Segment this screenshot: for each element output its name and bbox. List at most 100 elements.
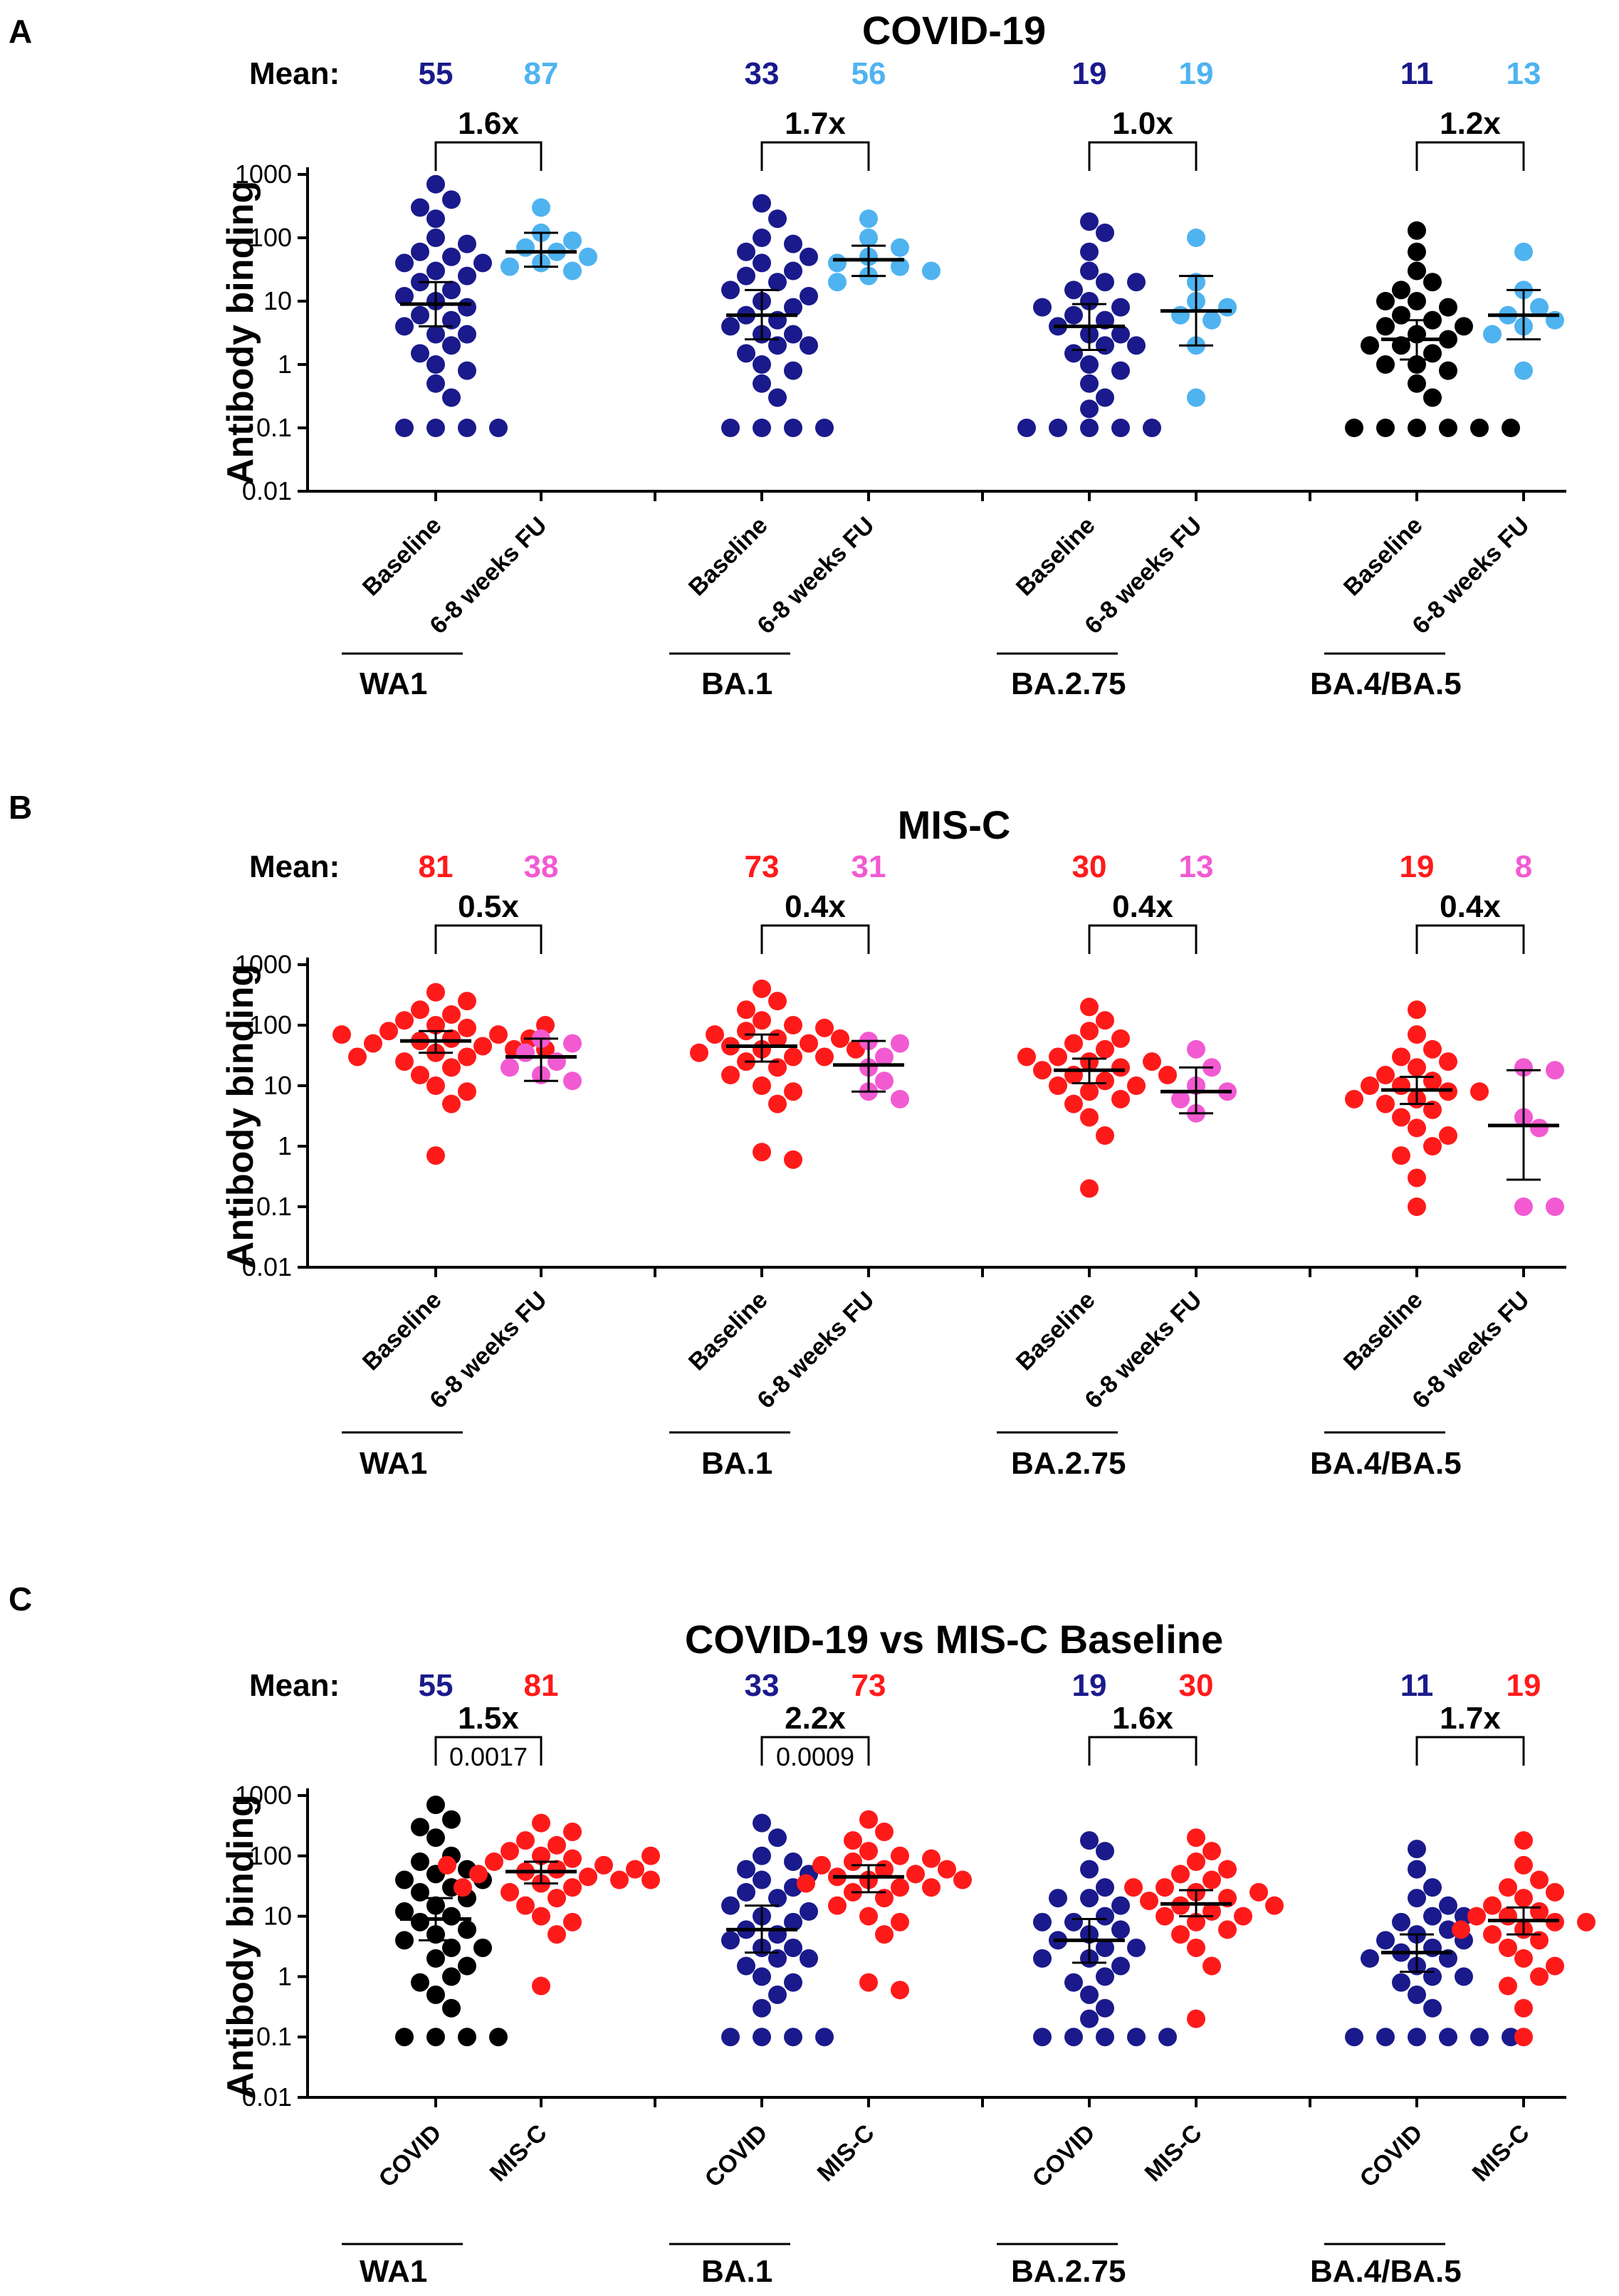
panel-b-data-point [1392,1047,1410,1066]
panel-c-data-point [1502,2028,1520,2047]
panel-a-data-point [1218,298,1237,317]
panel-b-data-point [1408,1000,1426,1019]
panel-b-data-point [815,1018,834,1037]
panel-b-data-point [1392,1146,1410,1165]
panel-c-data-point [547,1889,566,1908]
panel-a-data-point [859,229,878,247]
panel-a-data-point [1514,361,1533,380]
panel-b-data-point [891,1034,909,1053]
panel-a-data-point [1483,325,1502,344]
panel-a-data-point [563,231,582,251]
panel-c-data-point [1033,1949,1052,1968]
panel-a-data-point [753,194,771,213]
panel-b-data-point [706,1025,724,1044]
panel-a-data-point [411,305,429,325]
panel-a-data-point [426,325,445,344]
panel-a-data-point [1080,261,1099,281]
panel-c-data-point [1265,1896,1284,1915]
panel-a-data-point [1096,273,1114,292]
panel-b-data-point [364,1034,382,1053]
panel-b-bracket [760,924,870,954]
panel-c-p-value: 0.0017 [449,1742,528,1771]
panel-b-data-point [563,1034,582,1053]
panel-c-data-point [1096,1907,1114,1926]
panel-b-mean-value: 81 [419,849,454,884]
panel-c-data-point [737,1882,755,1902]
panel-c-y-tick-label: 1 [278,1961,292,1991]
panel-b-variant-label: BA.4/BA.5 [1310,1446,1462,1481]
panel-a-mean-value: 11 [1400,56,1434,91]
panel-a-x-label: Baseline [357,512,447,602]
panel-a-data-point [1345,419,1363,437]
panel-b-data-point [1080,997,1099,1017]
panel-a-data-point [768,336,787,355]
panel-c-data-point [411,1973,429,1992]
panel-c-data-point [891,1846,909,1865]
panel-a-mean-value: 19 [1072,56,1107,91]
panel-c-data-point [1080,1985,1099,2004]
panel-a-data-point [1064,344,1083,363]
panel-b-bracket [1415,924,1525,954]
panel-c-data-point [1203,1842,1221,1861]
panel-c-data-point [426,1796,445,1815]
panel-b-data-point [1514,1058,1533,1077]
panel-b-data-point [1470,1082,1489,1101]
panel-a-data-point [1143,419,1161,437]
panel-c-data-point [1187,1828,1205,1847]
panel-c-x-label: COVID [1027,2119,1101,2193]
panel-b-variant-label: WA1 [360,1446,427,1481]
panel-a-data-point [426,229,445,247]
panel-b-x-label: Baseline [357,1286,447,1376]
panel-c-data-point [469,1865,488,1884]
panel-a-data-point [784,325,802,344]
panel-a-data-point [891,257,909,276]
panel-b-mean-value: 8 [1515,849,1532,884]
panel-c-data-point [753,1967,771,1986]
panel-a-data-point [815,419,834,437]
panel-c-data-point [1452,1920,1470,1939]
panel-c-data-point [1530,1967,1549,1986]
panel-c-data-point [426,1828,445,1847]
panel-c-y-tick-label: 0.01 [242,2082,292,2112]
panel-c-data-point [1171,1925,1190,1944]
panel-b-data-point [563,1071,582,1091]
panel-c-data-point [1203,1956,1221,1976]
panel-b-data-point [426,1016,445,1034]
panel-a-data-point [1096,336,1114,355]
panel-c-data-point [784,1912,802,1931]
panel-a-data-point [516,238,535,257]
panel-c-data-point [844,1852,862,1872]
panel-c-variant-label: BA.2.75 [1011,2254,1126,2289]
panel-c-x-label: MIS-C [1140,2119,1207,2187]
panel-c-data-point [812,1855,831,1875]
panel-c-x-label: COVID [1355,2119,1428,2193]
panel-c-data-point [411,1852,429,1872]
panel-c-mean-value: 33 [745,1668,780,1703]
panel-c-data-point [458,1956,476,1976]
panel-c-data-point [1514,1998,1533,2018]
panel-b-data-point [426,982,445,1002]
panel-c-data-point [1033,1912,1052,1931]
panel-b-data-point [784,1016,802,1034]
panel-c-data-point [797,1874,815,1893]
panel-a-x-label: Baseline [683,512,773,602]
panel-c-data-point [721,2028,740,2047]
panel-b-data-point [1096,1071,1114,1091]
panel-c-x-label: MIS-C [1467,2119,1535,2187]
panel-a-data-point [458,266,476,285]
panel-c-data-point [532,1976,550,1996]
panel-a-data-point [768,209,787,229]
panel-c-data-point [1514,1855,1533,1875]
panel-a-mean-value: 19 [1179,56,1214,91]
panel-a-data-point [753,374,771,393]
panel-c-data-point [753,1813,771,1833]
panel-b-variant-label: BA.1 [701,1446,772,1481]
panel-c-data-point [1470,2028,1489,2047]
panel-a-data-point [442,247,461,266]
panel-c-data-point [610,1870,629,1889]
panel-a-data-point [1080,292,1099,310]
panel-c-data-point [641,1870,660,1889]
panel-b-data-point [458,1082,476,1101]
panel-a-data-point [1096,223,1114,242]
